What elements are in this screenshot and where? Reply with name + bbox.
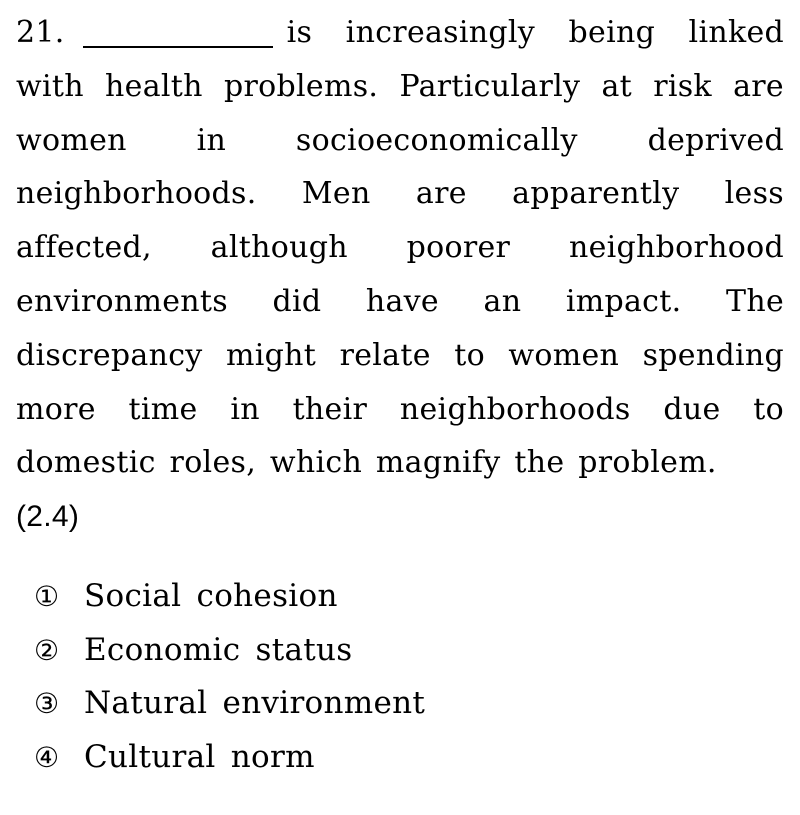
option-4[interactable]: ④ Cultural norm xyxy=(34,731,774,785)
question-stem: is increasingly being linked with health… xyxy=(16,15,784,481)
option-2[interactable]: ② Economic status xyxy=(34,624,774,678)
question-points: (2.4) xyxy=(16,500,80,534)
answer-blank xyxy=(82,16,273,48)
option-1-text: Social cohesion xyxy=(84,578,338,614)
option-4-text: Cultural norm xyxy=(84,738,315,775)
option-1[interactable]: ① Social cohesion xyxy=(34,570,774,624)
option-4-marker: ④ xyxy=(34,740,60,774)
option-3-marker: ③ xyxy=(34,687,60,720)
option-2-marker: ② xyxy=(34,633,60,667)
question-number: 21. xyxy=(16,15,65,50)
option-3[interactable]: ③ Natural environment xyxy=(34,677,774,731)
answer-options: ① Social cohesion ② Economic status ③ Natur… xyxy=(34,570,774,784)
option-1-marker: ① xyxy=(34,580,60,613)
question-text: 21. is increasingly being linked with hea… xyxy=(16,6,784,544)
option-2-text: Economic status xyxy=(84,631,353,668)
option-3-text: Natural environment xyxy=(84,685,426,721)
